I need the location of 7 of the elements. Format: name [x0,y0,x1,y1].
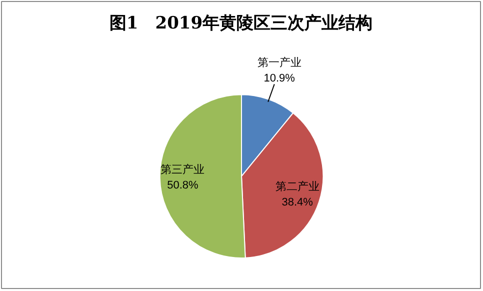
chart-title: 图1 2019年黄陵区三次产业结构 [109,13,373,34]
data-label: 38.4% [282,196,314,209]
slice-label: 第一产业 [257,56,302,69]
data-label: 10.9% [264,72,296,84]
slice-label: 第二产业 [275,180,320,194]
slice-label: 第三产业 [160,163,205,176]
data-label: 50.8% [167,180,199,192]
